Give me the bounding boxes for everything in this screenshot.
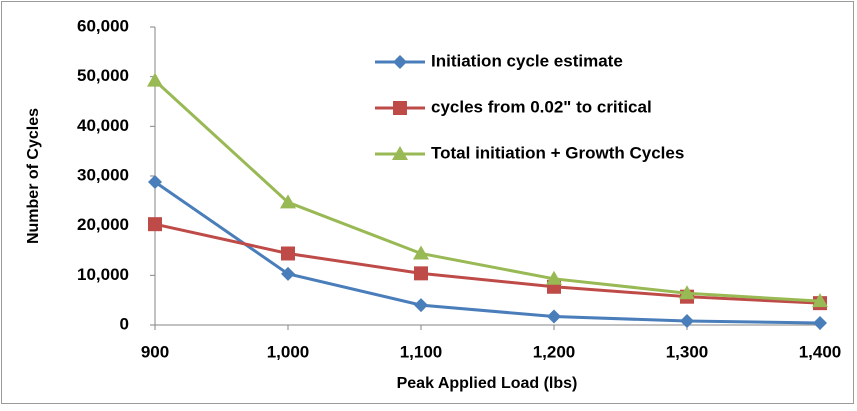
legend-label: Total initiation + Growth Cycles xyxy=(431,143,684,162)
y-tick-label: 20,000 xyxy=(77,215,129,234)
marker-diamond xyxy=(680,314,694,329)
x-tick-label: 1,000 xyxy=(267,342,310,361)
legend-label: cycles from 0.02" to critical xyxy=(431,97,652,116)
series-line xyxy=(154,222,821,305)
marker-square xyxy=(148,217,162,232)
marker-diamond xyxy=(414,298,428,313)
y-tick-label: 40,000 xyxy=(77,116,129,135)
marker-triangle xyxy=(679,285,695,300)
marker-triangle xyxy=(147,72,163,87)
chart-border xyxy=(1,1,854,404)
y-tick-label: 0 xyxy=(120,314,129,333)
marker-diamond xyxy=(393,55,407,69)
y-tick-label: 50,000 xyxy=(77,66,129,85)
marker-diamond xyxy=(281,266,295,281)
x-axis-title: Peak Applied Load (lbs) xyxy=(397,375,578,392)
series-line xyxy=(153,79,821,303)
marker-triangle xyxy=(812,293,828,308)
marker-triangle xyxy=(413,245,429,260)
marker-diamond xyxy=(148,174,162,189)
marker-diamond xyxy=(547,309,561,324)
x-tick-label: 1,100 xyxy=(400,342,443,361)
y-tick-label: 30,000 xyxy=(77,165,129,184)
marker-square xyxy=(414,266,428,281)
y-axis-title: Number of Cycles xyxy=(25,108,42,244)
y-tick-label: 10,000 xyxy=(77,265,129,284)
x-tick-label: 1,300 xyxy=(666,342,709,361)
marker-square xyxy=(393,101,407,115)
x-tick-label: 900 xyxy=(141,342,169,361)
marker-triangle xyxy=(546,270,562,285)
legend-label: Initiation cycle estimate xyxy=(431,51,623,70)
y-tick-label: 60,000 xyxy=(77,16,129,35)
x-tick-label: 1,400 xyxy=(799,342,842,361)
marker-triangle xyxy=(280,194,296,209)
marker-square xyxy=(281,246,295,261)
x-tick-label: 1,200 xyxy=(533,342,576,361)
series-line xyxy=(154,180,821,325)
marker-triangle xyxy=(392,146,408,160)
marker-diamond xyxy=(813,316,827,331)
